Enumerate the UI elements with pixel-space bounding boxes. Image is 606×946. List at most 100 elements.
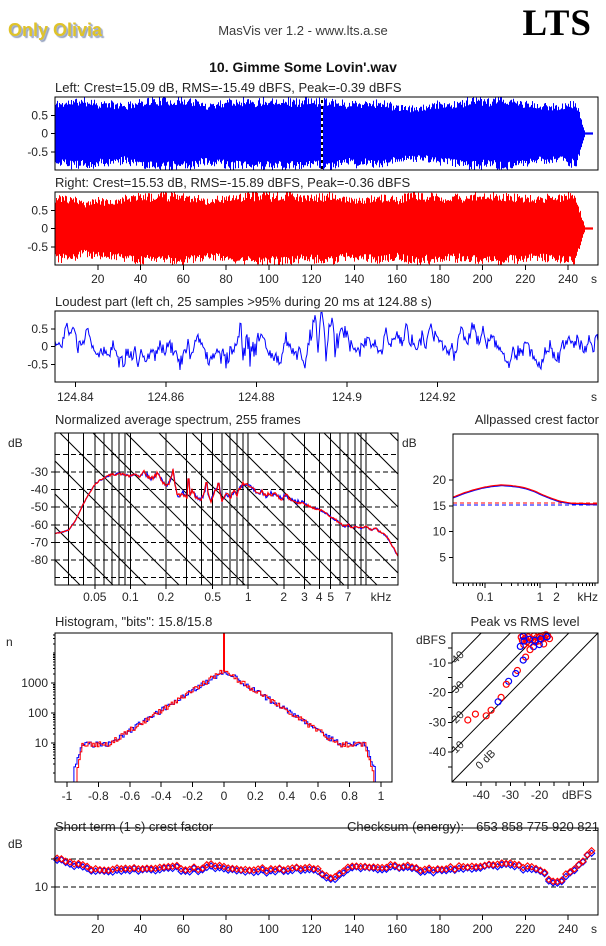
histogram-chart: n 10 100 1000 -1 -0.8 -0.6 -0.4 -0.2 0 0.2 0.4 0.6 0.… xyxy=(6,632,393,803)
svg-text:120: 120 xyxy=(302,272,322,286)
lts-logo: LTS xyxy=(522,3,592,44)
svg-text:5: 5 xyxy=(439,550,446,564)
svg-text:dB: dB xyxy=(8,436,23,450)
svg-text:100: 100 xyxy=(28,706,48,720)
peak-vs-rms-title: Peak vs RMS level xyxy=(470,614,580,629)
svg-text:240: 240 xyxy=(558,272,578,286)
svg-text:100: 100 xyxy=(259,272,279,286)
svg-text:-30: -30 xyxy=(429,715,447,729)
svg-text:124.92: 124.92 xyxy=(419,390,456,404)
waveform-right-chart: 0.5 0 -0.5 20 40 60 80 100 120 140 160 180 200 220 240… xyxy=(27,191,599,286)
checksum-label: Checksum (energy): xyxy=(347,819,465,834)
song-title: 10. Gimme Some Lovin'.wav xyxy=(209,59,397,75)
svg-text:40: 40 xyxy=(134,272,148,286)
svg-text:220: 220 xyxy=(515,922,535,936)
waveform-left-chart: 0.5 0 -0.5 xyxy=(27,96,599,171)
svg-text:180: 180 xyxy=(430,272,450,286)
svg-text:0.5: 0.5 xyxy=(31,322,48,336)
svg-text:124.88: 124.88 xyxy=(238,390,275,404)
svg-text:124.86: 124.86 xyxy=(148,390,185,404)
svg-text:200: 200 xyxy=(473,922,493,936)
svg-text:-0.8: -0.8 xyxy=(88,789,109,803)
short-term-crest-title: Short term (1 s) crest factor xyxy=(55,819,214,834)
svg-text:40: 40 xyxy=(134,922,148,936)
svg-text:0.5: 0.5 xyxy=(204,590,221,604)
svg-text:15: 15 xyxy=(433,499,447,513)
spectrum-chart: -30 -40 -50 -60 -70 -80 dB 0.05 0.1 0.2 0.5 1 2 3 4 5 7 k… xyxy=(8,432,399,604)
svg-text:-60: -60 xyxy=(31,518,49,532)
svg-text:-70: -70 xyxy=(31,535,49,549)
svg-text:-0.4: -0.4 xyxy=(151,789,172,803)
svg-text:60: 60 xyxy=(177,272,191,286)
svg-text:10: 10 xyxy=(35,880,49,894)
svg-text:0.1: 0.1 xyxy=(122,590,139,604)
svg-text:1: 1 xyxy=(245,590,252,604)
svg-text:0.4: 0.4 xyxy=(278,789,295,803)
svg-text:180: 180 xyxy=(430,922,450,936)
svg-text:20: 20 xyxy=(91,272,105,286)
app-version-text: MasVis ver 1.2 - www.lts.a.se xyxy=(218,23,388,38)
svg-text:0.1: 0.1 xyxy=(477,590,494,604)
svg-text:140: 140 xyxy=(344,922,364,936)
svg-text:100: 100 xyxy=(259,922,279,936)
svg-text:124.84: 124.84 xyxy=(57,390,94,404)
svg-text:60: 60 xyxy=(177,922,191,936)
svg-text:-30: -30 xyxy=(31,465,49,479)
checksum-row: Checksum (energy): 653 858 775 920 821 xyxy=(347,819,599,834)
svg-text:240: 240 xyxy=(558,922,578,936)
svg-text:0.8: 0.8 xyxy=(341,789,358,803)
svg-text:dB: dB xyxy=(8,837,23,851)
svg-text:-40: -40 xyxy=(31,483,49,497)
svg-text:10: 10 xyxy=(35,736,49,750)
svg-text:220: 220 xyxy=(515,272,535,286)
svg-text:-0.5: -0.5 xyxy=(27,240,48,254)
svg-text:s: s xyxy=(591,390,597,404)
svg-text:-40: -40 xyxy=(473,788,491,802)
svg-text:1000: 1000 xyxy=(21,676,48,690)
svg-text:80: 80 xyxy=(219,272,233,286)
right-channel-stats: Right: Crest=15.53 dB, RMS=-15.89 dBFS, … xyxy=(55,175,411,190)
svg-text:-10: -10 xyxy=(429,656,447,670)
svg-text:124.9: 124.9 xyxy=(332,390,362,404)
svg-text:-0.5: -0.5 xyxy=(27,145,48,159)
svg-text:0.6: 0.6 xyxy=(310,789,327,803)
svg-text:0.5: 0.5 xyxy=(31,203,48,217)
svg-text:0.2: 0.2 xyxy=(157,590,174,604)
svg-text:-80: -80 xyxy=(31,553,49,567)
svg-text:2: 2 xyxy=(280,590,287,604)
checksum-value: 653 858 775 920 821 xyxy=(476,819,599,834)
short-term-crest-chart: dB 10 20 40 60 80 100 120 140 160 180 200 220 240 s xyxy=(8,827,599,936)
svg-text:0.2: 0.2 xyxy=(247,789,264,803)
svg-text:3: 3 xyxy=(301,590,308,604)
svg-text:s: s xyxy=(591,272,597,286)
svg-text:160: 160 xyxy=(387,272,407,286)
svg-text:-20: -20 xyxy=(531,788,549,802)
svg-text:-30: -30 xyxy=(502,788,520,802)
svg-text:dBFS: dBFS xyxy=(416,633,446,647)
svg-text:-0.2: -0.2 xyxy=(182,789,203,803)
svg-text:0 dB: 0 dB xyxy=(474,748,498,772)
svg-text:4: 4 xyxy=(316,590,323,604)
svg-text:kHz: kHz xyxy=(577,590,598,604)
svg-text:1: 1 xyxy=(537,590,544,604)
svg-text:0: 0 xyxy=(41,127,48,141)
svg-text:0: 0 xyxy=(41,222,48,236)
svg-text:80: 80 xyxy=(219,922,233,936)
svg-text:n: n xyxy=(6,635,13,649)
allpassed-crest-chart: dB 5 10 15 20 0.1 1 2 kHz xyxy=(402,433,599,604)
loudest-part-title: Loudest part (left ch, 25 samples >95% d… xyxy=(55,294,432,309)
svg-text:-0.5: -0.5 xyxy=(27,357,48,371)
svg-text:-0.6: -0.6 xyxy=(119,789,140,803)
svg-text:5: 5 xyxy=(327,590,334,604)
svg-text:0: 0 xyxy=(41,340,48,354)
svg-text:0.05: 0.05 xyxy=(83,590,107,604)
brand-text: Only Olivia xyxy=(8,20,103,40)
histogram-title: Histogram, "bits": 15.8/15.8 xyxy=(55,614,213,629)
svg-text:s: s xyxy=(591,922,597,936)
svg-text:dB: dB xyxy=(402,436,417,450)
svg-text:kHz: kHz xyxy=(371,590,392,604)
svg-text:20: 20 xyxy=(433,473,447,487)
svg-text:2: 2 xyxy=(553,590,560,604)
